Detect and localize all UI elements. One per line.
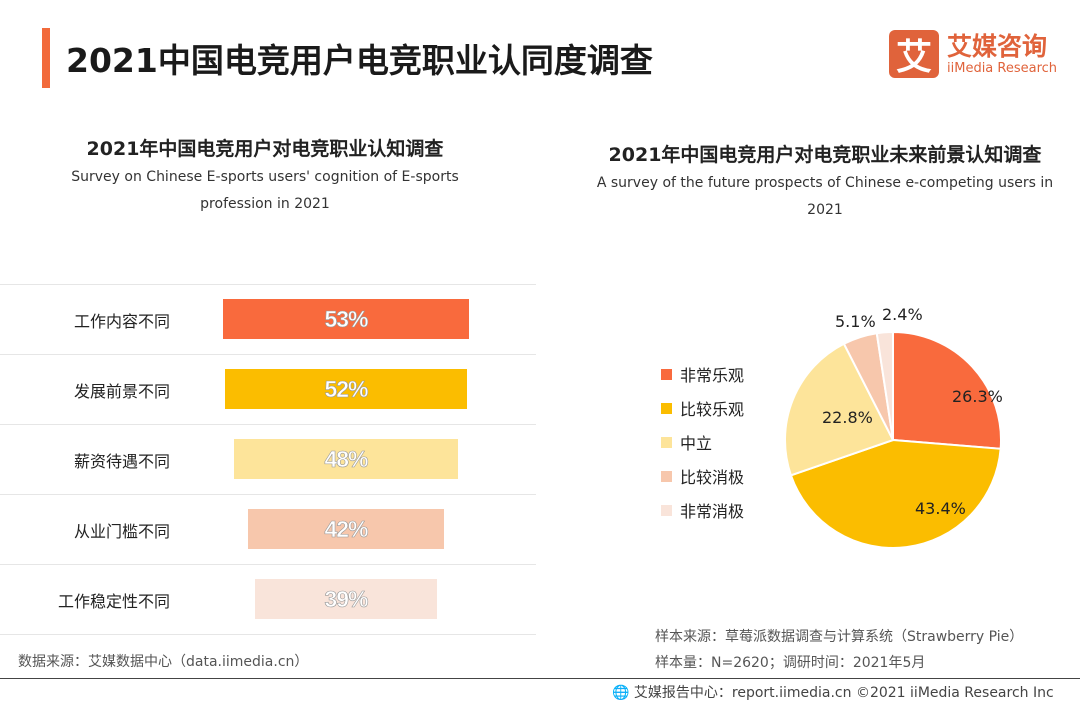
gridline [0,354,536,355]
legend-swatch [661,402,672,414]
logo-en: iiMedia Research [947,60,1058,76]
logo-cn: 艾媒咨询 [947,31,1048,61]
pie-chart-title: 2021年中国电竞用户对电竞职业未来前景认知调查 [608,144,1042,166]
legend-swatch [661,368,672,380]
pie-chart-subtitle: A survey of the future prospects of Chin… [596,175,1054,218]
copyright-text: 艾媒报告中心：report.iimedia.cn ©2021 iiMedia R… [633,685,1054,701]
gridline [0,564,536,565]
legend-item: 比较消极 [661,464,744,488]
legend-item: 非常消极 [661,498,744,522]
gridline [0,494,536,495]
gridline [0,284,536,285]
bar: 42% [248,509,444,549]
legend-label: 比较消极 [680,468,745,487]
legend-swatch [661,470,672,482]
pie-data-label: 26.3% [952,387,1003,406]
pie-slice [875,330,894,441]
copyright: 🌐 艾媒报告中心：report.iimedia.cn ©2021 iiMedia… [612,682,1054,702]
bar: 53% [222,299,470,339]
bar-category-label: 发展前景不同 [73,382,170,401]
logo-mark: 艾 [889,30,939,78]
gridline [0,424,536,425]
legend-swatch [661,504,672,516]
pie-data-label: 43.4% [915,499,966,518]
legend-item: 比较乐观 [661,396,744,420]
pie-slice [784,342,895,477]
bar-category-label: 工作内容不同 [73,312,170,331]
legend-label: 中立 [680,434,713,453]
bar: 48% [234,439,458,479]
gridline [0,634,536,635]
bar-category-label: 工作稳定性不同 [57,592,170,611]
bar: 52% [225,369,467,409]
bar: 39% [255,579,437,619]
bar-category-label: 薪资待遇不同 [73,452,170,471]
bar-chart-title: 2021年中国电竞用户对电竞职业认知调查 [86,138,444,160]
sample-info: 样本量：N=2620；调研时间：2021年5月 [655,655,926,671]
legend-item: 非常乐观 [661,362,744,386]
source-right: 样本来源：草莓派数据调查与计算系统（Strawberry Pie） [655,629,1024,645]
legend-swatch [661,436,672,448]
source-left: 数据来源：艾媒数据中心（data.iimedia.cn） [18,654,309,670]
title-accent [42,28,50,88]
pie-data-label: 2.4% [882,305,923,324]
legend-label: 比较乐观 [680,400,745,419]
pie-data-label: 22.8% [822,408,873,427]
page-title: 2021中国电竞用户电竞职业认同度调查 [66,41,653,80]
globe-icon: 🌐 [612,685,634,701]
bar-chart-subtitle: Survey on Chinese E-sports users' cognit… [71,169,459,212]
footer-divider [0,678,1080,679]
logo: 艾 艾媒咨询 iiMedia Research [889,30,1057,78]
pie-slice [892,330,1002,450]
legend-label: 非常乐观 [680,366,745,385]
pie-slice [789,438,1002,549]
legend-label: 非常消极 [680,502,745,521]
legend-item: 中立 [661,430,712,454]
bar-category-label: 从业门槛不同 [73,522,170,541]
pie-data-label: 5.1% [835,312,876,331]
